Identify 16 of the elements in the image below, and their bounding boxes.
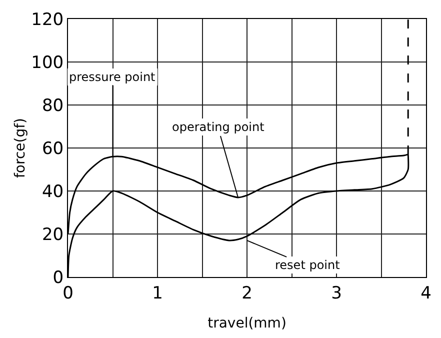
y-tick-label: 100 xyxy=(31,52,64,73)
x-tick-label: 1 xyxy=(152,283,163,304)
y-tick-label: 60 xyxy=(42,138,64,159)
x-axis-title: travel(mm) xyxy=(208,316,286,332)
x-tick-label: 3 xyxy=(331,283,342,304)
y-tick-label: 0 xyxy=(52,268,64,288)
annotation: pressure point xyxy=(69,70,156,84)
x-tick-label: 2 xyxy=(242,283,252,304)
y-tick-label: 40 xyxy=(42,182,64,202)
annotation: operating point xyxy=(172,120,265,134)
y-tick-label: 20 xyxy=(42,224,64,245)
x-tick-label: 4 xyxy=(420,283,432,304)
y-axis-title: force(gf) xyxy=(12,118,29,178)
y-tick-label: 80 xyxy=(42,96,64,116)
y-tick-label: 120 xyxy=(31,10,64,30)
annotation: reset point xyxy=(275,258,340,272)
